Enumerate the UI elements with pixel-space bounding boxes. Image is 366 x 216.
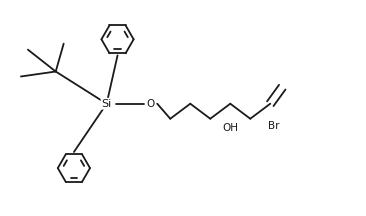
Text: Br: Br xyxy=(268,121,279,131)
Text: O: O xyxy=(146,99,154,109)
Text: Si: Si xyxy=(101,99,112,109)
Text: OH: OH xyxy=(222,123,238,133)
